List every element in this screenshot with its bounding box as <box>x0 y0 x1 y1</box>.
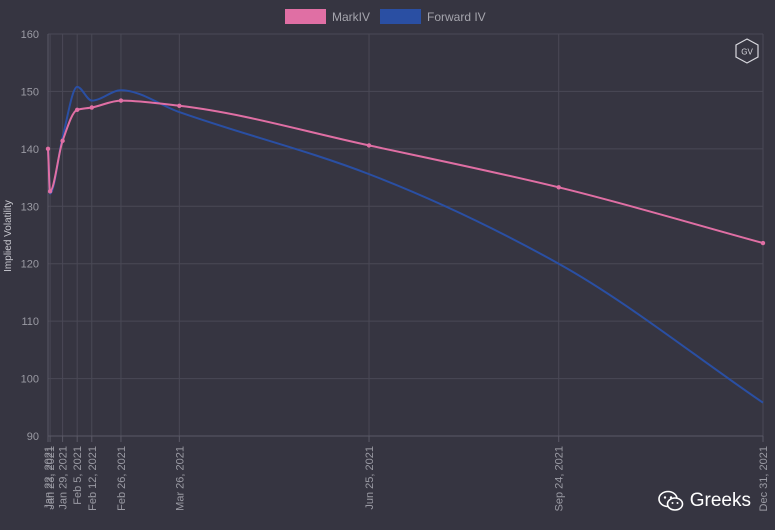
y-tick-label: 110 <box>21 316 39 328</box>
data-point-markiv[interactable] <box>47 189 53 194</box>
legend-swatch <box>380 9 421 24</box>
y-axis-title: Implied Volatility <box>3 200 14 272</box>
x-tick-label: Feb 12, 2021 <box>87 446 99 511</box>
legend-label: Forward IV <box>427 10 486 24</box>
x-tick-label: Dec 31, 2021 <box>758 446 770 511</box>
grid <box>47 33 764 437</box>
y-tick-label: 160 <box>21 29 39 41</box>
data-point-markiv[interactable] <box>60 138 65 144</box>
gv-logo-text: GV <box>741 48 753 57</box>
y-tick-label: 90 <box>27 431 39 443</box>
legend-label: MarkIV <box>332 10 370 24</box>
data-point-markiv[interactable] <box>366 143 372 148</box>
data-point-markiv[interactable] <box>118 98 124 103</box>
x-tick-label: Mar 26, 2021 <box>174 446 186 511</box>
legend-item-forward-iv[interactable]: Forward IV <box>380 9 486 24</box>
y-tick-label: 120 <box>21 259 39 271</box>
data-point-markiv[interactable] <box>177 103 182 108</box>
legend-item-markiv[interactable]: MarkIV <box>285 9 370 24</box>
series-layer <box>45 85 766 404</box>
legend[interactable]: MarkIV Forward IV <box>285 9 486 24</box>
data-point-markiv[interactable] <box>74 107 80 113</box>
data-point-markiv[interactable] <box>45 146 51 152</box>
data-point-markiv[interactable] <box>89 105 94 110</box>
y-tick-label: 130 <box>21 201 39 213</box>
x-tick-label: Sep 24, 2021 <box>554 446 566 511</box>
wechat-icon <box>657 490 684 511</box>
series-line-forward-iv <box>47 85 764 404</box>
legend-swatch <box>285 9 326 24</box>
y-tick-label: 150 <box>21 86 39 98</box>
greeks-watermark: Greeks <box>657 490 751 512</box>
x-tick-label: Feb 26, 2021 <box>116 446 128 511</box>
x-tick-label: Jun 25, 2021 <box>364 446 376 510</box>
y-tick-label: 100 <box>21 374 39 386</box>
data-point-markiv[interactable] <box>556 185 561 190</box>
x-tick-label: Jan 29, 2021 <box>58 446 70 510</box>
data-point-markiv[interactable] <box>760 240 766 246</box>
gv-logo: GV <box>735 38 759 64</box>
x-tick-label: Jan 23, 2021 <box>45 446 57 510</box>
y-tick-label: 140 <box>21 144 39 156</box>
watermark-text: Greeks <box>689 490 751 511</box>
x-tick-label: Jan 22, 2021 <box>43 446 55 510</box>
x-tick-label: Feb 5, 2021 <box>72 446 84 505</box>
series-line-markiv <box>47 99 764 245</box>
